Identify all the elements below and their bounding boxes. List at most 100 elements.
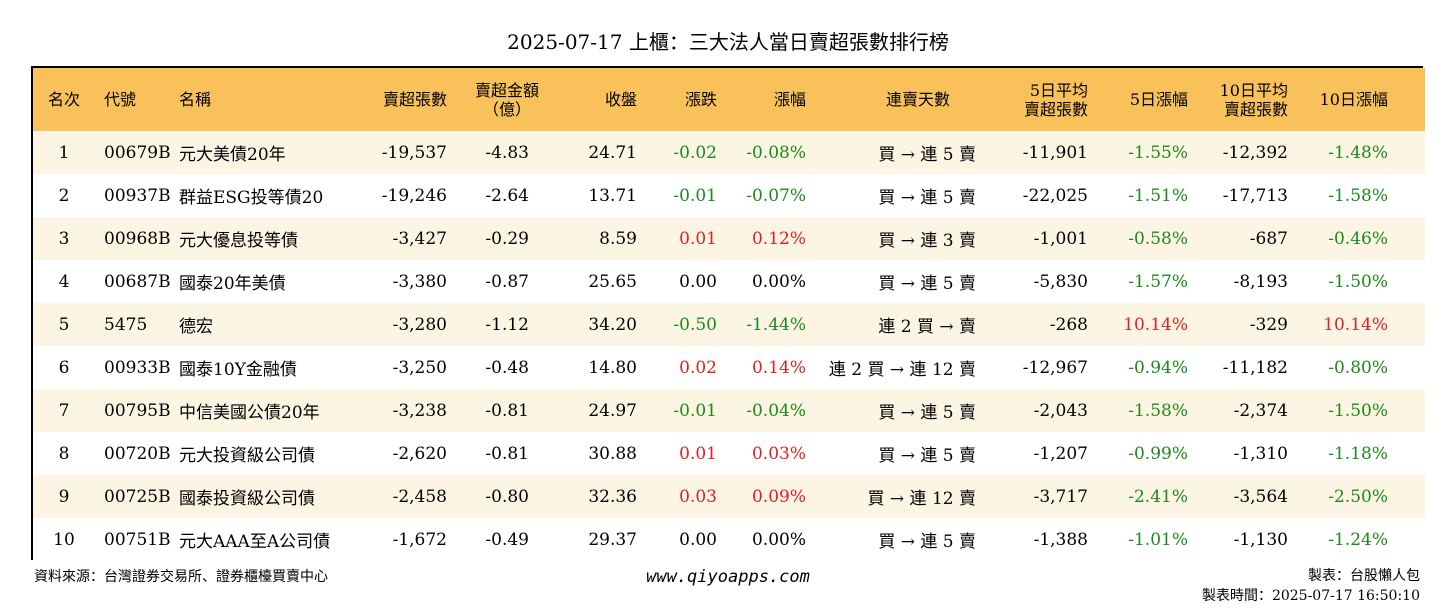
header-name: 名稱 [179, 90, 212, 109]
cell-pct5: -2.41% [1128, 486, 1188, 507]
cell-pct10: -0.46% [1328, 228, 1388, 249]
cell-change-pct: 0.12% [751, 228, 806, 249]
cell-rank: 3 [58, 228, 70, 249]
cell-code: 00751B [104, 529, 171, 550]
cell-code: 5475 [104, 314, 148, 335]
cell-avg10: -11,182 [1222, 357, 1288, 378]
cell-avg5: -3,717 [1033, 486, 1088, 507]
cell-code: 00720B [104, 443, 171, 464]
cell-avg10: -329 [1249, 314, 1288, 335]
cell-change: 0.02 [679, 357, 717, 378]
cell-avg10: -687 [1249, 228, 1288, 249]
cell-change: -0.01 [673, 400, 717, 421]
cell-code: 00933B [104, 357, 171, 378]
cell-avg10: -8,193 [1233, 271, 1288, 292]
cell-sell-amount: -0.49 [485, 529, 529, 550]
cell-close: 29.37 [588, 529, 637, 550]
cell-change: 0.01 [679, 443, 717, 464]
cell-sell-amount: -2.64 [485, 185, 529, 206]
cell-sell-amount: -0.29 [485, 228, 529, 249]
header-streak: 連賣天數 [885, 90, 950, 109]
cell-sell-shares: -3,238 [392, 400, 447, 421]
header-avg10-line2: 賣超張數 [1223, 99, 1288, 119]
cell-sell-amount: -0.81 [485, 400, 529, 421]
cell-pct10: -1.58% [1328, 185, 1388, 206]
cell-close: 8.59 [599, 228, 637, 249]
cell-change-pct: 0.03% [751, 443, 806, 464]
cell-close: 32.36 [588, 486, 637, 507]
cell-avg10: -3,564 [1233, 486, 1288, 507]
cell-avg5: -268 [1049, 314, 1088, 335]
cell-sell-shares: -3,380 [392, 271, 447, 292]
cell-sell-shares: -19,537 [381, 142, 447, 163]
cell-name: 元大優息投等債 [179, 231, 298, 251]
cell-streak: 買 → 連 5 賣 [878, 145, 976, 165]
cell-change: -0.50 [673, 314, 717, 335]
cell-streak: 連 2 買 → 賣 [878, 317, 976, 337]
table-body: 1 00679B 元大美債20年 -19,537 -4.83 24.71 -0.02 -0.0… [33, 131, 1425, 561]
cell-sell-shares: -1,672 [392, 529, 447, 550]
cell-change-pct: 0.00% [751, 529, 806, 550]
cell-pct5: -1.57% [1128, 271, 1188, 292]
cell-change-pct: -0.08% [746, 142, 806, 163]
cell-change-pct: -0.04% [746, 400, 806, 421]
cell-pct5: -0.94% [1128, 357, 1188, 378]
header-avg5-line2: 賣超張數 [1023, 99, 1088, 119]
table-row: 1 00679B 元大美債20年 -19,537 -4.83 24.71 -0.02 -0.0… [33, 131, 1425, 174]
cell-avg5: -1,388 [1033, 529, 1088, 550]
cell-rank: 8 [58, 443, 70, 464]
cell-streak: 買 → 連 5 賣 [878, 446, 976, 466]
cell-pct5: -0.58% [1128, 228, 1188, 249]
cell-sell-shares: -3,250 [392, 357, 447, 378]
cell-name: 德宏 [179, 317, 213, 337]
cell-sell-amount: -0.81 [485, 443, 529, 464]
cell-streak: 買 → 連 5 賣 [878, 188, 976, 208]
cell-pct5: -1.55% [1128, 142, 1188, 163]
cell-sell-amount: -4.83 [485, 142, 529, 163]
cell-rank: 6 [58, 357, 70, 378]
header-sell-amount-line1: 賣超金額 [474, 80, 539, 100]
cell-rank: 5 [58, 314, 70, 335]
cell-avg5: -12,967 [1022, 357, 1088, 378]
cell-code: 00725B [104, 486, 171, 507]
data-source: 資料來源：台灣證券交易所、證券櫃檯買賣中心 [34, 569, 328, 585]
cell-sell-shares: -3,427 [392, 228, 447, 249]
cell-avg5: -1,207 [1033, 443, 1088, 464]
cell-name: 國泰投資級公司債 [179, 489, 315, 509]
header-avg10: 10日平均 賣超張數 [1188, 68, 1288, 131]
cell-pct10: 10.14% [1323, 314, 1388, 335]
cell-rank: 7 [58, 400, 70, 421]
cell-name: 元大美債20年 [179, 145, 286, 165]
cell-change-pct: -1.44% [746, 314, 806, 335]
cell-streak: 買 → 連 12 賣 [867, 489, 977, 509]
cell-code: 00687B [104, 271, 171, 292]
header-sell-shares: 賣超張數 [382, 90, 447, 109]
table-row: 4 00687B 國泰20年美債 -3,380 -0.87 25.65 0.00 0.00% 買… [33, 260, 1425, 303]
cell-pct10: -1.24% [1328, 529, 1388, 550]
cell-avg5: -5,830 [1033, 271, 1088, 292]
cell-pct10: -1.48% [1328, 142, 1388, 163]
cell-avg10: -12,392 [1222, 142, 1288, 163]
table-row: 7 00795B 中信美國公債20年 -3,238 -0.81 24.97 -0.01 -0.… [33, 389, 1425, 432]
cell-code: 00937B [104, 185, 171, 206]
cell-rank: 2 [58, 185, 70, 206]
cell-pct10: -0.80% [1328, 357, 1388, 378]
cell-change: 0.00 [679, 529, 717, 550]
cell-code: 00679B [104, 142, 171, 163]
cell-pct10: -2.50% [1328, 486, 1388, 507]
ranking-table: 名次 代號 名稱 賣超張數 賣超金額 （億） 收盤 漲跌 漲幅 連賣天數 5日平… [33, 68, 1425, 561]
cell-name: 中信美國公債20年 [179, 403, 320, 423]
made-time: 製表時間：2025-07-17 16:50:10 [1201, 588, 1420, 604]
cell-avg5: -11,901 [1022, 142, 1088, 163]
cell-change: 0.03 [679, 486, 717, 507]
cell-avg10: -1,130 [1233, 529, 1288, 550]
cell-change-pct: 0.09% [751, 486, 806, 507]
ranking-table-container: 名次 代號 名稱 賣超張數 賣超金額 （億） 收盤 漲跌 漲幅 連賣天數 5日平… [31, 66, 1425, 561]
cell-name: 元大投資級公司債 [179, 446, 315, 466]
cell-pct5: -0.99% [1128, 443, 1188, 464]
cell-change-pct: 0.00% [751, 271, 806, 292]
header-sell-amount: 賣超金額 （億） [447, 68, 547, 131]
cell-pct10: -1.50% [1328, 400, 1388, 421]
cell-sell-shares: -3,280 [392, 314, 447, 335]
cell-avg10: -1,310 [1233, 443, 1288, 464]
